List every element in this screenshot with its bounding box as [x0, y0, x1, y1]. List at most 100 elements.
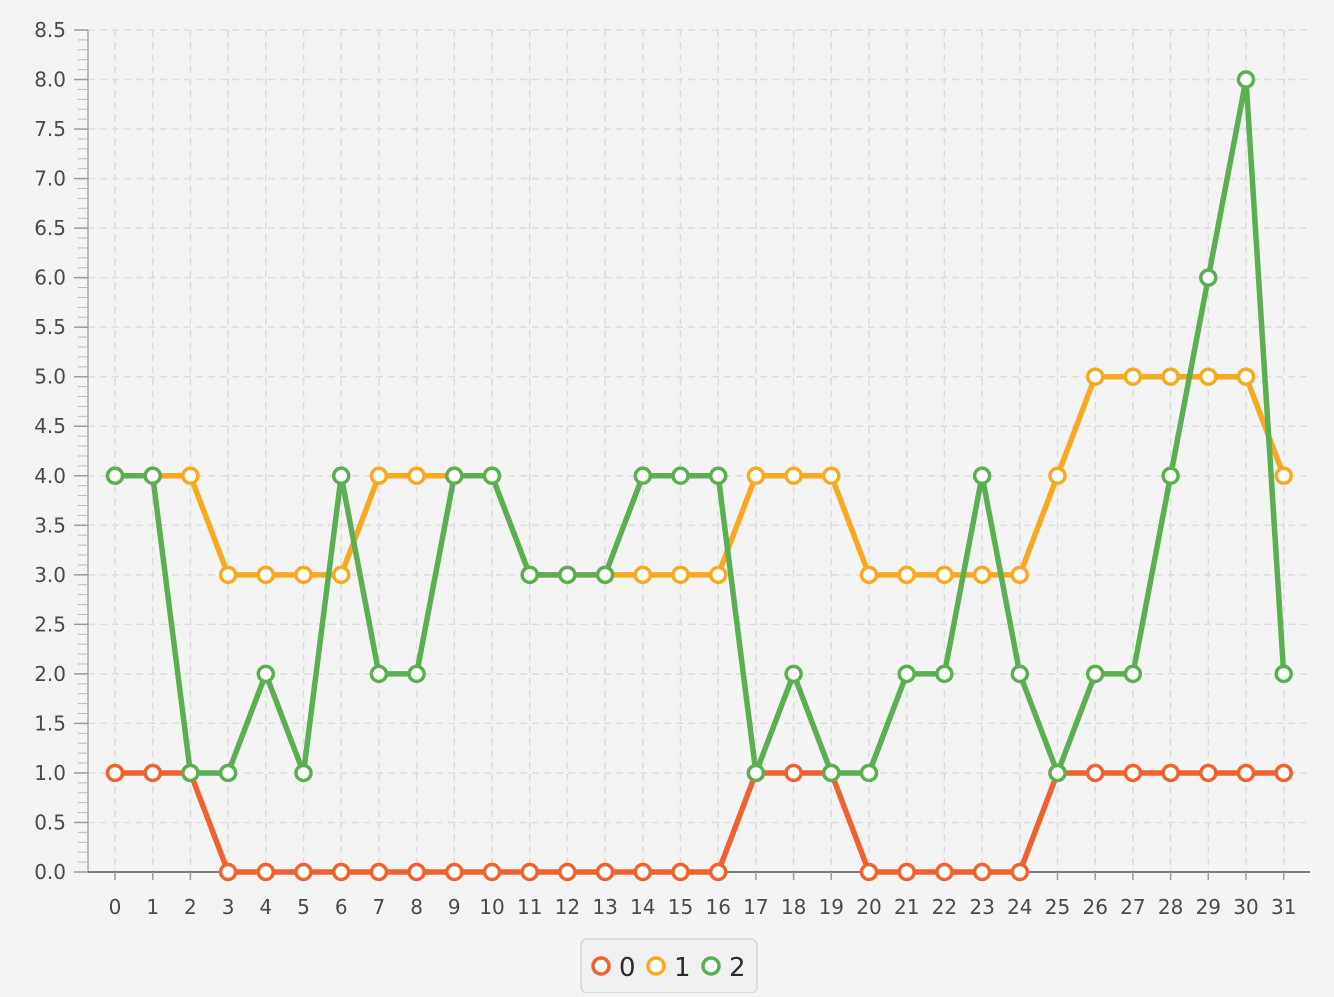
data-point	[1161, 367, 1180, 386]
x-tick-label: 0	[109, 895, 122, 919]
data-point	[1048, 466, 1067, 486]
data-point	[331, 466, 351, 486]
y-tick-label: 1.5	[34, 711, 66, 735]
data-point	[445, 862, 464, 882]
data-point	[218, 763, 238, 783]
y-tick-label: 4.5	[34, 414, 66, 438]
data-point	[294, 565, 313, 585]
grid-layer	[88, 29, 1310, 872]
data-point	[294, 763, 313, 783]
y-tick-label: 8.0	[34, 68, 66, 92]
data-point	[1236, 367, 1256, 386]
legend-label-0: 0	[619, 953, 636, 983]
legend-label-1: 1	[674, 953, 691, 983]
data-point	[897, 565, 916, 585]
legend-label-2: 2	[729, 953, 746, 983]
data-point	[1274, 763, 1293, 783]
x-tick-label: 17	[743, 895, 768, 919]
y-tick-label: 6.0	[34, 266, 66, 290]
data-point	[708, 862, 728, 882]
data-point	[671, 862, 690, 882]
data-point	[822, 763, 841, 783]
x-tick-label: 26	[1082, 895, 1107, 919]
data-point	[1274, 466, 1293, 486]
x-tick-label: 14	[630, 895, 655, 919]
y-tick-label: 1.0	[34, 761, 66, 785]
data-point	[558, 565, 577, 585]
data-point	[218, 862, 238, 882]
data-point	[520, 565, 539, 585]
data-point	[558, 862, 577, 882]
data-point	[784, 466, 803, 486]
data-point	[708, 466, 728, 486]
y-tick-label: 0.0	[34, 860, 66, 884]
data-point	[1010, 862, 1030, 882]
data-point	[671, 466, 690, 486]
x-tick-label: 19	[819, 895, 844, 919]
x-tick-label: 31	[1271, 895, 1296, 919]
data-point	[1010, 664, 1030, 684]
data-point	[1199, 367, 1218, 386]
data-point	[1085, 763, 1105, 783]
data-point	[1123, 664, 1143, 684]
data-point	[859, 565, 879, 585]
y-tick-label: 7.5	[34, 117, 66, 141]
series-points-2	[105, 70, 1293, 783]
data-point	[482, 466, 502, 486]
y-tick-label: 8.5	[34, 18, 66, 42]
legend-marker-1	[646, 956, 666, 976]
x-tick-label: 15	[668, 895, 693, 919]
data-point	[595, 565, 615, 585]
legend-marker-2	[701, 956, 721, 976]
data-point	[1085, 367, 1105, 386]
data-point	[369, 664, 389, 684]
y-tick-label: 5.5	[34, 315, 66, 339]
data-point	[746, 466, 766, 486]
y-tick-label: 4.0	[34, 464, 66, 488]
x-tick-label: 10	[479, 895, 504, 919]
x-tick-label: 23	[969, 895, 994, 919]
data-point	[1236, 70, 1256, 89]
series-layer	[105, 70, 1293, 882]
data-point	[633, 565, 653, 585]
data-point	[331, 565, 351, 585]
x-tick-label: 25	[1045, 895, 1070, 919]
y-tick-label: 6.5	[34, 216, 66, 240]
x-tick-label: 3	[222, 895, 235, 919]
series-points-1	[105, 367, 1293, 585]
data-point	[294, 862, 313, 882]
x-tick-label: 29	[1196, 895, 1221, 919]
data-point	[143, 466, 162, 486]
x-tick-label: 5	[297, 895, 310, 919]
data-point	[331, 862, 351, 882]
data-point	[822, 466, 841, 486]
legend: 0 1 2	[580, 938, 758, 994]
data-point	[105, 763, 125, 783]
data-point	[1010, 565, 1030, 585]
x-tick-label: 9	[448, 895, 461, 919]
y-tick-label: 2.5	[34, 612, 66, 636]
data-point	[859, 862, 879, 882]
data-point	[897, 664, 916, 684]
y-tick-label: 5.0	[34, 365, 66, 389]
data-point	[1123, 763, 1143, 783]
data-point	[1161, 466, 1180, 486]
x-tick-label: 20	[856, 895, 881, 919]
series-line-2	[112, 76, 1287, 776]
x-tick-label: 28	[1158, 895, 1183, 919]
data-point	[520, 862, 539, 882]
data-point	[1161, 763, 1180, 783]
x-tick-label: 18	[781, 895, 806, 919]
data-point	[1199, 763, 1218, 783]
x-tick-label: 7	[373, 895, 386, 919]
data-point	[369, 862, 389, 882]
data-point	[935, 565, 954, 585]
data-point	[633, 466, 653, 486]
data-point	[256, 664, 276, 684]
y-tick-label: 3.0	[34, 563, 66, 587]
x-tick-label: 24	[1007, 895, 1032, 919]
x-tick-label: 21	[894, 895, 919, 919]
data-point	[746, 763, 766, 783]
data-point	[972, 565, 992, 585]
